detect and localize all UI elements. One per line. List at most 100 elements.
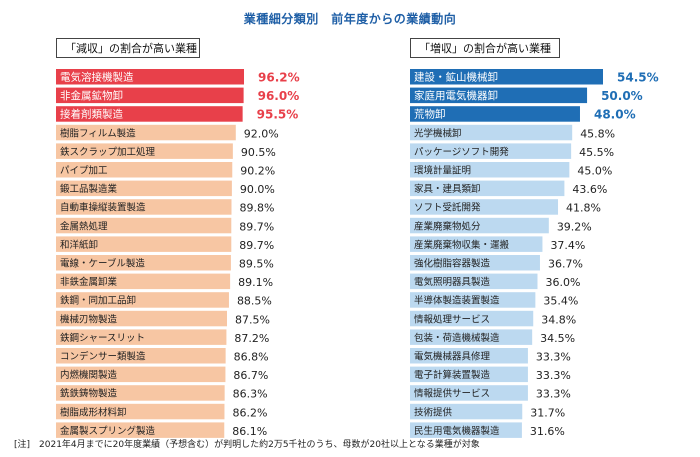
right-category-label-14: 包装・荷造機械製造 [414,332,500,344]
left-value-label-6: 90.0% [240,183,275,196]
right-bar-1 [410,87,588,104]
left-bar-7 [56,199,232,215]
left-category-label-3: 樹脂フィルム製造 [60,127,136,139]
right-bar-12 [410,292,536,308]
left-value-label-4: 90.5% [241,146,276,159]
left-category-label-19: 金属製スプリング製造 [60,425,156,437]
right-bar-7 [410,199,559,215]
right-value-label-11: 36.0% [545,276,580,289]
right-panel-header: 「増収」の割合が高い業種 [410,38,560,58]
right-bar-14 [410,329,533,345]
left-bar-9 [56,236,232,252]
left-panel-header: 「減収」の割合が高い業種 [56,38,200,58]
right-value-label-1: 50.0% [601,89,643,103]
right-value-label-19: 31.6% [530,425,565,438]
left-value-label-9: 89.7% [239,239,274,252]
right-category-label-13: 情報処理サービス [414,313,490,325]
left-bar-16 [56,366,226,383]
left-value-label-14: 87.2% [234,332,269,345]
right-bar-6 [410,180,565,197]
left-bar-2 [56,106,243,122]
right-bar-18 [410,403,523,420]
right-value-label-12: 35.4% [543,295,578,308]
right-bar-11 [410,273,538,290]
left-value-label-17: 86.3% [233,388,268,401]
left-category-label-4: 鉄スクラップ加工処理 [60,146,156,158]
left-category-label-2: 接着剤類製造 [60,108,123,121]
right-category-label-15: 電気機械器具修理 [414,351,491,363]
left-category-label-8: 金属熱処理 [60,220,108,232]
left-category-label-7: 自動車操縦装置製造 [60,202,146,214]
right-value-label-7: 41.8% [566,202,601,215]
right-value-label-14: 34.5% [540,332,575,345]
right-value-label-0: 54.5% [617,71,659,85]
right-category-label-17: 情報提供サービス [414,388,490,400]
right-category-label-16: 電子計算装置製造 [414,369,491,381]
left-value-label-18: 86.2% [232,406,267,419]
left-value-label-7: 89.8% [239,202,274,215]
right-value-label-9: 37.4% [550,239,585,252]
chart-title: 業種細分類別 前年度からの業績動向 [243,12,457,26]
right-category-label-4: パッケージソフト開発 [414,146,509,158]
right-category-label-0: 建設・鉱山機械卸 [414,71,498,84]
left-bar-6 [56,180,232,197]
right-value-label-17: 33.3% [536,388,571,401]
right-category-label-11: 電気照明器具製造 [414,276,491,288]
left-value-label-13: 87.5% [235,313,270,326]
left-category-label-16: 内燃機関製造 [60,369,118,381]
left-value-label-2: 95.5% [257,108,299,122]
right-category-label-9: 産業廃棄物収集・運搬 [414,239,510,251]
right-value-label-3: 45.8% [580,127,615,140]
left-category-label-13: 機械刃物製造 [60,313,118,325]
left-bar-19 [56,422,225,438]
left-category-label-15: コンデンサー類製造 [60,351,146,363]
left-bar-12 [56,292,229,308]
right-category-label-19: 民生用電気機器製造 [414,425,500,437]
left-value-label-5: 90.2% [240,165,275,178]
left-value-label-11: 89.1% [238,276,273,289]
right-bar-4 [410,143,572,159]
right-value-label-10: 36.7% [548,258,583,271]
left-bar-10 [56,255,231,271]
right-category-label-8: 産業廃棄物処分 [414,220,481,232]
left-bar-5 [56,162,233,178]
left-value-label-12: 88.5% [237,295,272,308]
left-value-label-1: 96.0% [258,89,300,103]
right-bar-8 [410,217,549,234]
right-bar-9 [410,236,543,252]
footnote: [注] 2021年4月までに20年度業績（予想含む）が判明した約2万5千社のうち… [14,440,480,450]
right-value-label-8: 39.2% [557,220,592,233]
right-bar-10 [410,255,540,271]
left-bar-4 [56,143,233,159]
right-bar-17 [410,385,528,401]
left-bar-15 [56,348,226,364]
left-category-label-10: 電線・ケーブル製造 [60,258,145,270]
right-bar-0 [410,69,603,85]
left-category-label-1: 非金属鉱物卸 [60,89,123,102]
right-bar-15 [410,348,528,364]
right-bar-16 [410,366,528,383]
left-bar-1 [56,87,244,104]
right-category-label-18: 技術提供 [414,406,453,418]
right-value-label-4: 45.5% [579,146,614,159]
right-category-label-7: ソフト受託開発 [414,202,481,214]
right-value-label-6: 43.6% [572,183,607,196]
right-value-label-15: 33.3% [536,351,571,364]
left-value-label-0: 96.2% [258,71,300,85]
right-bar-13 [410,310,534,327]
right-value-label-13: 34.8% [541,313,576,326]
right-bar-3 [410,124,573,141]
left-category-label-0: 電気溶接機製造 [60,71,134,84]
left-value-label-3: 92.0% [244,127,279,140]
left-category-label-9: 和洋紙卸 [60,239,98,251]
left-category-label-18: 樹脂成形材料卸 [60,406,127,418]
right-bar-19 [410,422,522,438]
left-category-label-14: 鉄鋼シャースリット [60,332,145,344]
right-value-label-18: 31.7% [530,406,565,419]
left-category-label-17: 銑鉄鋳物製造 [60,388,118,400]
left-bar-18 [56,403,225,420]
right-category-label-10: 強化樹脂容器製造 [414,258,491,270]
left-value-label-15: 86.8% [234,351,269,364]
left-value-label-16: 86.7% [233,369,268,382]
